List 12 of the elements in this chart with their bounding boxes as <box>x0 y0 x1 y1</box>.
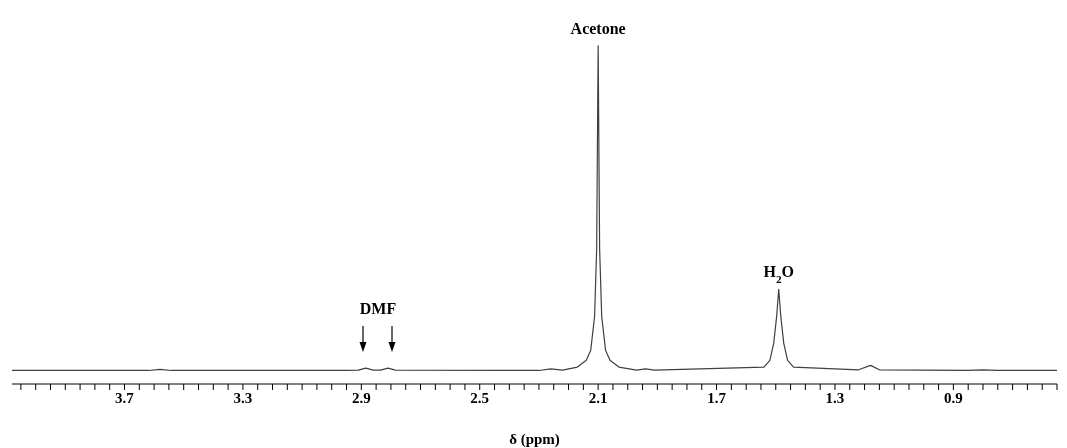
x-tick-label: 3.3 <box>233 389 253 406</box>
x-tick-label: 2.1 <box>588 389 608 406</box>
x-axis-title: δ (ppm) <box>509 431 560 448</box>
x-tick-label: 3.7 <box>115 389 135 406</box>
x-tick-label: 2.9 <box>351 389 371 406</box>
annotation: Acetone <box>570 19 626 37</box>
x-tick-label: 0.9 <box>944 389 963 406</box>
x-tick-label: 1.3 <box>825 389 845 406</box>
x-tick-label: 2.5 <box>470 389 490 406</box>
x-tick-label: 1.7 <box>707 389 727 406</box>
annotation: H$_{2}$O <box>763 263 794 286</box>
annotation: DMF <box>359 300 397 317</box>
